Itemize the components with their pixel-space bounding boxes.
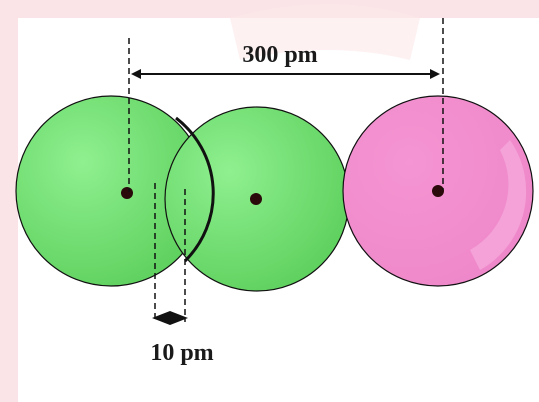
watermark-shape [230, 4, 420, 60]
right-atom-sheen [470, 140, 527, 270]
left-nucleus [121, 187, 133, 199]
overlap-arc [175, 116, 215, 263]
middle-nucleus [250, 193, 262, 205]
distance-arrow-10 [152, 311, 188, 325]
distance-label-300: 300 pm [242, 42, 317, 68]
right-nucleus [432, 185, 444, 197]
distance-label-10: 10 pm [150, 340, 213, 366]
